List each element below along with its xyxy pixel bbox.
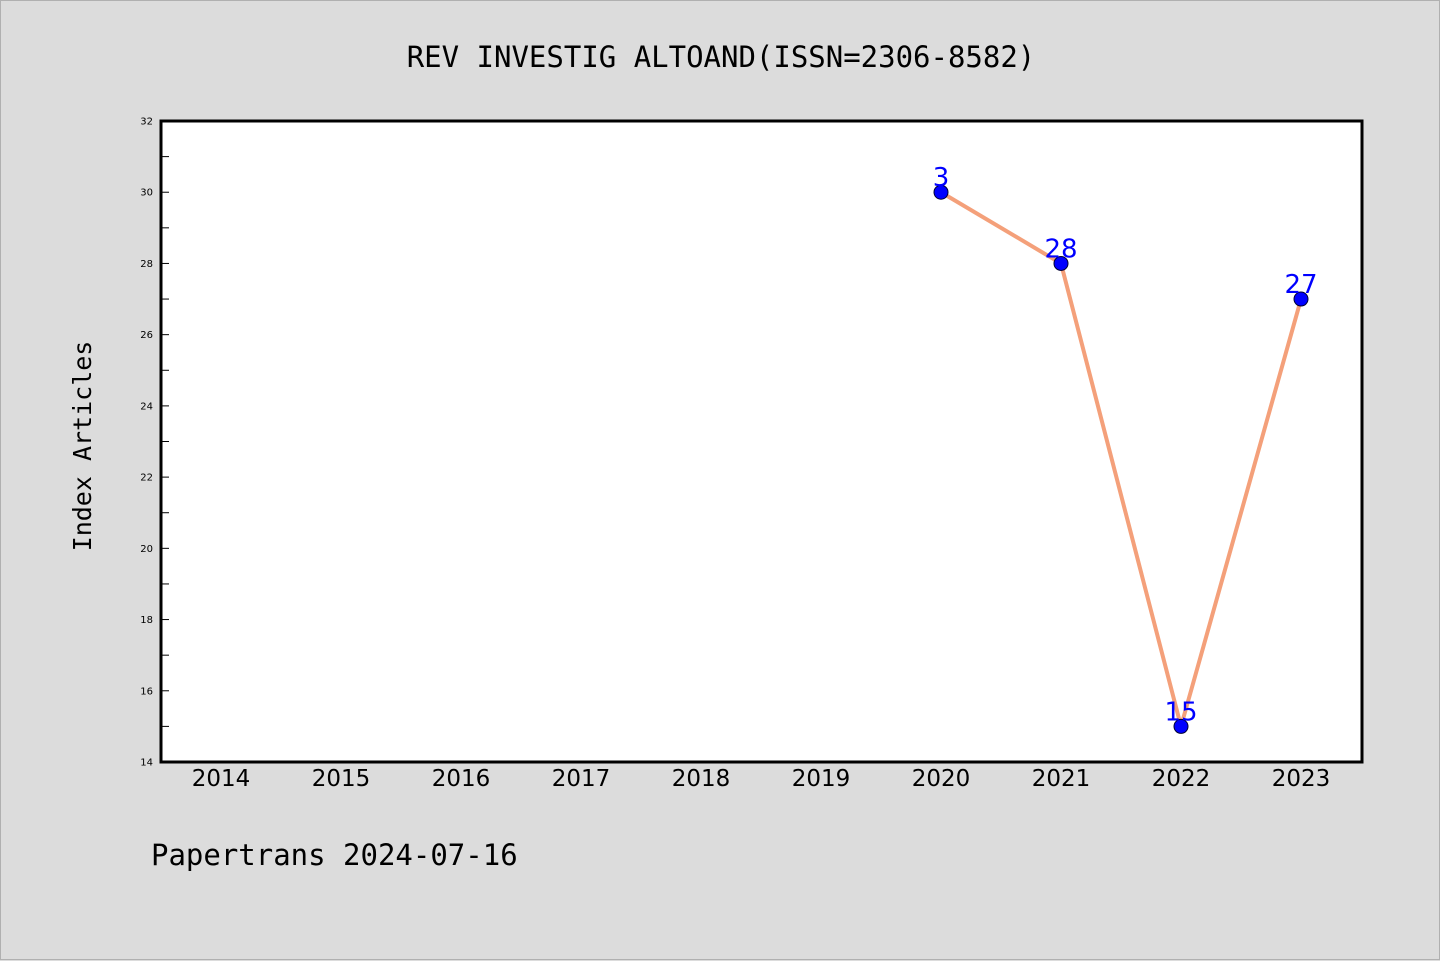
data-label: 3 xyxy=(933,163,950,193)
y-tick-label: 22 xyxy=(140,473,153,484)
y-tick-label: 26 xyxy=(140,330,153,341)
data-label: 27 xyxy=(1284,270,1317,300)
x-tick-label: 2018 xyxy=(672,766,731,792)
data-label: 28 xyxy=(1044,234,1077,264)
data-label: 15 xyxy=(1164,697,1197,727)
y-tick-label: 30 xyxy=(140,188,153,199)
x-tick-label: 2022 xyxy=(1152,766,1211,792)
data-point xyxy=(1293,291,1309,307)
data-point xyxy=(1173,718,1189,734)
y-tick-label: 24 xyxy=(140,401,153,412)
x-tick-label: 2014 xyxy=(192,766,251,792)
x-tick-label: 2017 xyxy=(552,766,611,792)
series-line xyxy=(939,190,1303,729)
y-axis-label: Index Articles xyxy=(68,341,97,552)
x-tick-label: 2020 xyxy=(912,766,971,792)
chart-title: REV INVESTIG ALTOAND(ISSN=2306-8582) xyxy=(407,40,1036,74)
x-tick-label: 2015 xyxy=(312,766,371,792)
x-tick-label: 2016 xyxy=(432,766,491,792)
x-tick-label: 2021 xyxy=(1032,766,1091,792)
footer-text: Papertrans 2024-07-16 xyxy=(151,838,518,872)
y-tick-label: 16 xyxy=(140,686,153,697)
x-tick-label: 2019 xyxy=(792,766,851,792)
x-tick-label: 2023 xyxy=(1272,766,1331,792)
y-tick-label: 28 xyxy=(140,259,153,270)
y-tick-label: 32 xyxy=(140,117,153,128)
plot-area xyxy=(159,119,1364,764)
series-layer: 3 28 15 27 xyxy=(933,163,1318,734)
y-tick-label: 20 xyxy=(140,544,153,555)
x-axis: 2014 2015 2016 2017 2018 2019 2020 2021 2022 2023 xyxy=(192,766,1331,792)
y-tick-label: 14 xyxy=(140,758,153,769)
data-point xyxy=(933,184,949,200)
y-axis: 14 16 18 20 22 24 26 28 30 32 xyxy=(140,117,169,769)
data-point xyxy=(1053,255,1069,271)
y-tick-label: 18 xyxy=(140,615,153,626)
